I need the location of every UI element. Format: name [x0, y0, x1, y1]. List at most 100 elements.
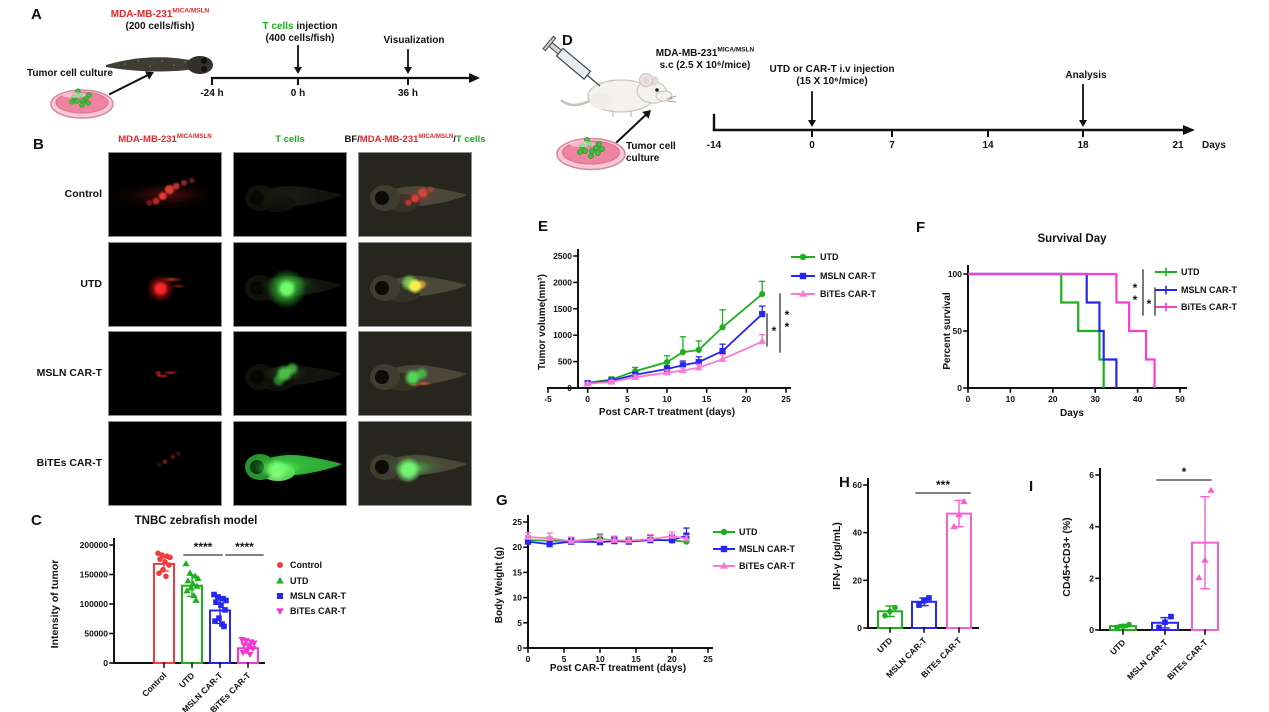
svg-text:15: 15	[513, 567, 523, 577]
svg-text:50: 50	[1175, 394, 1185, 404]
chart-survival-curve: 0 50 100 0 10 20 30 40 50 Survival Day Days Percent…	[942, 233, 1238, 419]
svg-text:2500: 2500	[553, 251, 572, 261]
svg-text:UTD: UTD	[820, 252, 839, 262]
svg-text:MSLN CAR-T: MSLN CAR-T	[290, 591, 346, 601]
cart-injection-dose: (15 X 10⁶/mice)	[796, 76, 868, 87]
tumor-cell-line-label: MDA-MB-231MICA/MSLN	[110, 7, 210, 20]
svg-text:***: ***	[936, 478, 950, 492]
panel-label-d: D	[562, 32, 573, 49]
svg-text:Days: Days	[1060, 408, 1084, 419]
svg-text:Percent survival: Percent survival	[942, 292, 953, 369]
panel-label-h: H	[839, 474, 850, 491]
svg-text:500: 500	[558, 357, 572, 367]
svg-text:2000: 2000	[553, 277, 572, 287]
svg-text:10: 10	[513, 593, 523, 603]
micrograph-bites-tcells-green	[233, 421, 347, 506]
svg-text:1000: 1000	[553, 330, 572, 340]
svg-text:-5: -5	[544, 394, 552, 404]
zebrafish-experiment-schematic	[50, 45, 480, 119]
svg-text:UTD: UTD	[1108, 637, 1127, 656]
analysis-label: Analysis	[1065, 70, 1107, 81]
svg-text:*: *	[785, 320, 790, 334]
svg-text:100: 100	[948, 269, 962, 279]
svg-text:Intensity of tumor: Intensity of tumor	[49, 560, 61, 649]
days-unit-label: Days	[1202, 140, 1226, 151]
svg-text:BiTEs CAR-T: BiTEs CAR-T	[290, 606, 347, 616]
svg-text:0: 0	[517, 643, 522, 653]
row-label-msln-cart: MSLN CAR-T	[36, 367, 102, 379]
svg-text:0: 0	[567, 383, 572, 393]
svg-text:IFN-γ (pg/mL): IFN-γ (pg/mL)	[831, 522, 843, 590]
day-14: 14	[982, 140, 994, 151]
cart-injection-label: UTD or CAR-T i.v injection	[769, 64, 895, 75]
tcell-injection-label: T cells injection	[262, 21, 338, 32]
svg-text:25: 25	[513, 517, 523, 527]
svg-text:*: *	[1133, 293, 1138, 307]
svg-text:50000: 50000	[84, 629, 108, 639]
svg-text:0: 0	[957, 383, 962, 393]
svg-text:20: 20	[742, 394, 752, 404]
timepoint-36h: 36 h	[397, 88, 418, 99]
micrograph-bites-merge	[358, 421, 472, 506]
tcell-dose: (400 cells/fish)	[265, 33, 335, 44]
svg-text:BiTEs CAR-T: BiTEs CAR-T	[820, 289, 877, 299]
panel-label-f: F	[916, 219, 926, 236]
svg-text:BiTEs CAR-T: BiTEs CAR-T	[739, 561, 796, 571]
day-minus14: -14	[706, 140, 722, 151]
tumor-culture-label-a: Tumor cell culture	[27, 68, 113, 79]
micrograph-utd-merge	[358, 242, 472, 327]
svg-text:UTD: UTD	[1181, 267, 1200, 277]
mouse-experiment-schematic	[542, 35, 1195, 171]
timepoint-minus24h: -24 h	[200, 88, 224, 99]
row-label-control: Control	[64, 188, 102, 200]
svg-text:100000: 100000	[80, 599, 109, 609]
micrograph-msln-tumor-red	[108, 331, 222, 416]
svg-text:30: 30	[1090, 394, 1100, 404]
svg-text:0: 0	[1089, 625, 1094, 635]
svg-text:0: 0	[103, 658, 108, 668]
svg-text:10: 10	[662, 394, 672, 404]
tumor-cell-dose: (200 cells/fish)	[125, 21, 195, 32]
svg-text:10: 10	[1006, 394, 1016, 404]
panel-label-a: A	[31, 6, 42, 23]
svg-text:0: 0	[526, 654, 531, 664]
tumor-cell-line-label-d: MDA-MB-231MICA/MSLN	[655, 46, 755, 59]
svg-text:0: 0	[585, 394, 590, 404]
svg-text:5: 5	[517, 618, 522, 628]
column-header-tumor: MDA-MB-231MICA/MSLN	[118, 132, 212, 145]
micrograph-utd-tumor-red	[108, 242, 222, 327]
column-header-merge: BF/MDA-MB-231MICA/MSLN/T cells	[344, 132, 486, 145]
svg-text:MSLN CAR-T: MSLN CAR-T	[739, 544, 795, 554]
tumor-culture-label-d: Tumor cell culture	[626, 141, 676, 164]
svg-text:*: *	[1133, 281, 1138, 295]
svg-text:Control: Control	[140, 670, 168, 698]
svg-text:****: ****	[194, 540, 213, 554]
chart-body-weight-line: 0 5 10 15 20 25 0 5 10 15 20 25 Post CAR-T treatment…	[494, 515, 796, 674]
svg-text:6: 6	[1089, 470, 1094, 480]
svg-text:MSLN CAR-T: MSLN CAR-T	[1125, 637, 1170, 682]
svg-text:5: 5	[625, 394, 630, 404]
svg-text:*: *	[1182, 465, 1187, 479]
svg-text:Post CAR-T treatment (days): Post CAR-T treatment (days)	[599, 407, 735, 418]
svg-text:10: 10	[595, 654, 605, 664]
chart-tumor-volume-line: 0 500 1000 1500 2000 2500 -5 0 5 10 15 20 25 Post CAR…	[537, 249, 877, 418]
svg-text:20: 20	[853, 575, 863, 585]
day-0: 0	[809, 140, 815, 151]
svg-text:40: 40	[1133, 394, 1143, 404]
row-label-utd: UTD	[80, 278, 102, 290]
timepoint-0h: 0 h	[290, 88, 306, 99]
svg-text:40: 40	[853, 528, 863, 538]
svg-text:20: 20	[667, 654, 677, 664]
svg-text:1500: 1500	[553, 304, 572, 314]
micrograph-control-merge	[358, 152, 472, 237]
svg-text:TNBC zebrafish model: TNBC zebrafish model	[135, 515, 258, 527]
day-18: 18	[1077, 140, 1089, 151]
micrograph-utd-tcells-green	[233, 242, 347, 327]
day-21: 21	[1172, 140, 1184, 151]
svg-text:*: *	[1147, 297, 1152, 311]
micrograph-control-tcells-green	[233, 152, 347, 237]
svg-text:UTD: UTD	[177, 670, 196, 689]
svg-text:50: 50	[953, 326, 963, 336]
svg-text:15: 15	[702, 394, 712, 404]
